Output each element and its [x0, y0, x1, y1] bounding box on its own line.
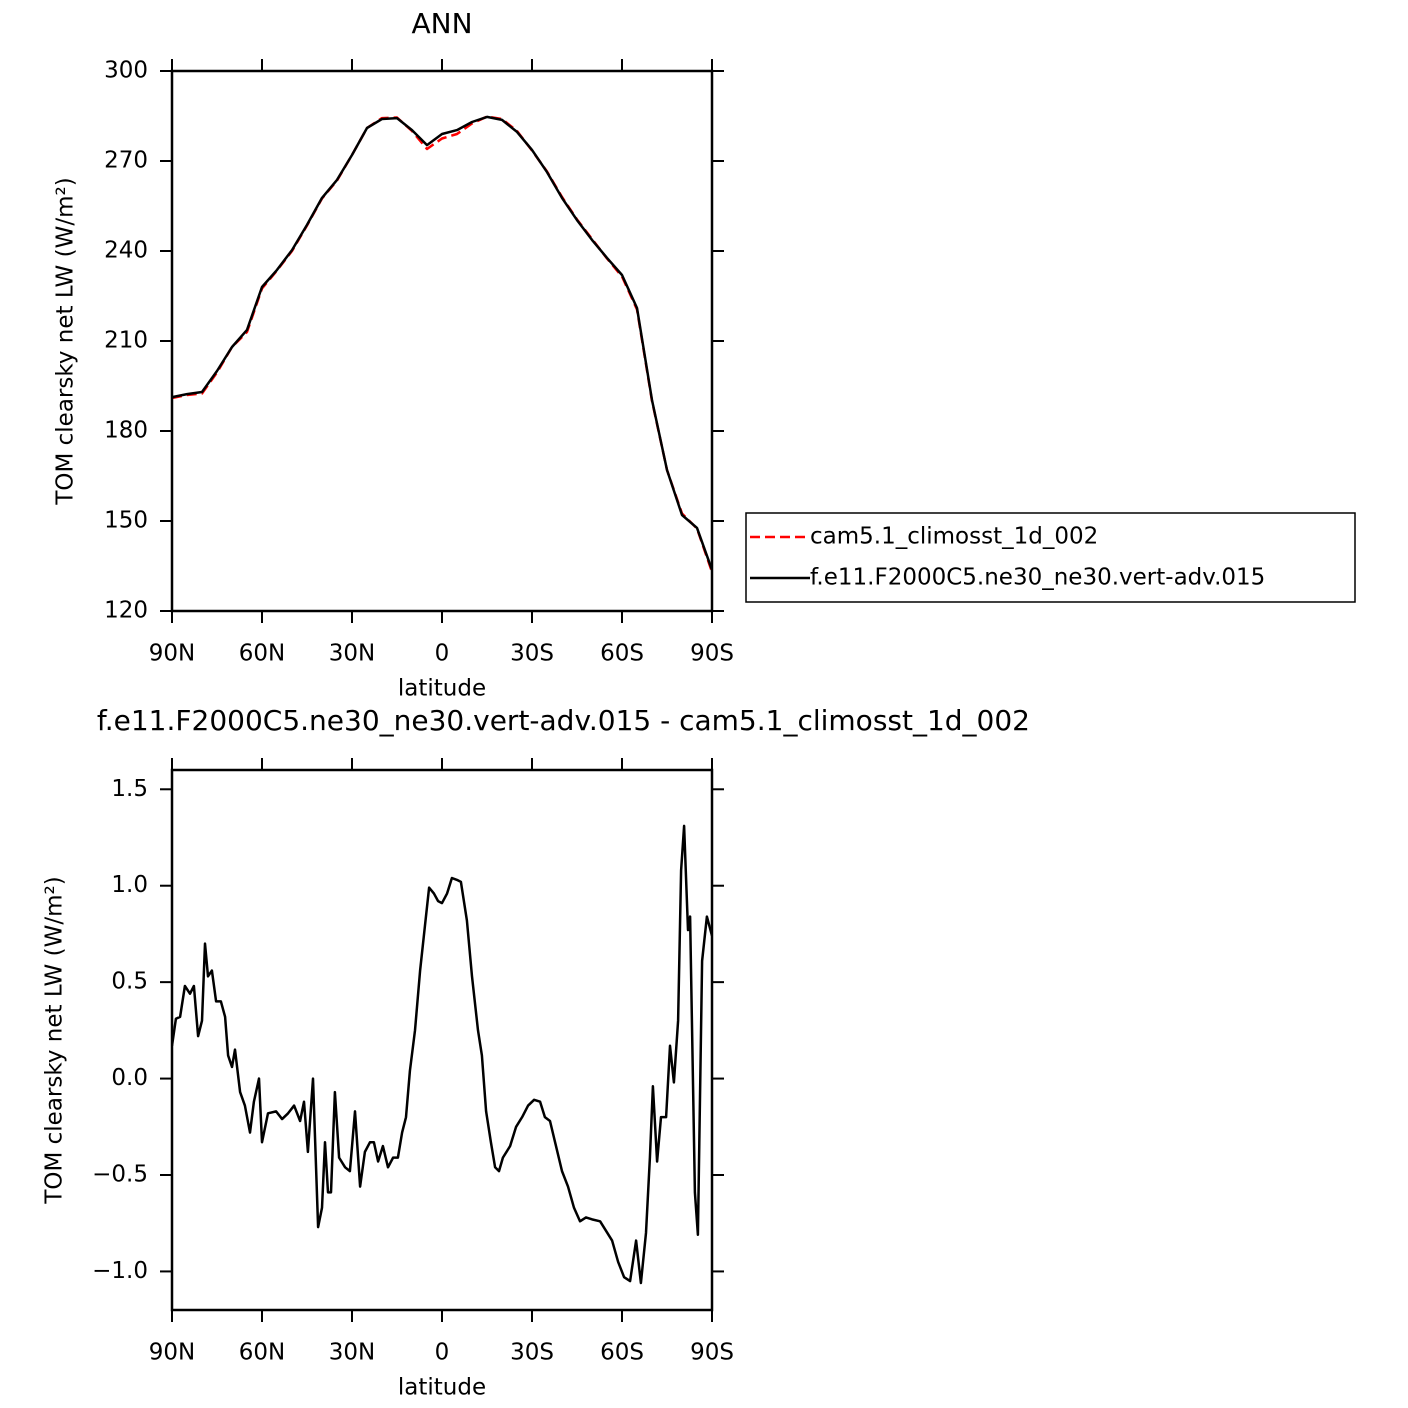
- legend-label: f.e11.F2000C5.ne30_ne30.vert-adv.015: [810, 565, 1265, 591]
- chart-title: f.e11.F2000C5.ne30_ne30.vert-adv.015 - c…: [97, 704, 1030, 737]
- x-axis-label: latitude: [398, 1375, 486, 1401]
- y-tick-label: 210: [104, 328, 148, 354]
- y-axis-label: TOM clearsky net LW (W/m²): [42, 876, 68, 1204]
- y-tick-label: 240: [104, 238, 148, 264]
- y-tick-label: 180: [104, 418, 148, 444]
- x-tick-label: 60N: [239, 1340, 285, 1366]
- x-tick-label: 60S: [600, 1340, 644, 1366]
- y-tick-label: 0.5: [111, 969, 148, 995]
- x-tick-label: 30S: [510, 641, 554, 667]
- x-tick-label: 90S: [690, 641, 734, 667]
- y-tick-label: −0.5: [92, 1162, 148, 1188]
- legend-box: [745, 512, 1356, 603]
- x-tick-label: 30N: [329, 641, 375, 667]
- series-line: [172, 115, 712, 571]
- y-tick-label: 300: [104, 58, 148, 84]
- y-tick-label: 1.5: [111, 776, 148, 802]
- x-tick-label: 90N: [149, 1340, 195, 1366]
- plot-frame: [170, 768, 714, 1312]
- x-tick-label: 0: [435, 1340, 450, 1366]
- series-line: [172, 824, 712, 1285]
- y-tick-label: 150: [104, 508, 148, 534]
- y-tick-label: 120: [104, 598, 148, 624]
- y-tick-label: 0.0: [111, 1065, 148, 1091]
- x-tick-label: 90S: [690, 1340, 734, 1366]
- chart-title: ANN: [411, 7, 472, 40]
- x-tick-label: 60N: [239, 641, 285, 667]
- y-tick-label: 1.0: [111, 872, 148, 898]
- y-axis-label: TOM clearsky net LW (W/m²): [53, 177, 79, 505]
- plot-frame: [170, 69, 714, 613]
- x-tick-label: 90N: [149, 641, 195, 667]
- legend-label: cam5.1_climosst_1d_002: [810, 524, 1098, 550]
- x-tick-label: 30N: [329, 1340, 375, 1366]
- x-axis-label: latitude: [398, 676, 486, 702]
- x-tick-label: 30S: [510, 1340, 554, 1366]
- y-tick-label: 270: [104, 148, 148, 174]
- x-tick-label: 0: [435, 641, 450, 667]
- y-tick-label: −1.0: [92, 1258, 148, 1284]
- x-tick-label: 60S: [600, 641, 644, 667]
